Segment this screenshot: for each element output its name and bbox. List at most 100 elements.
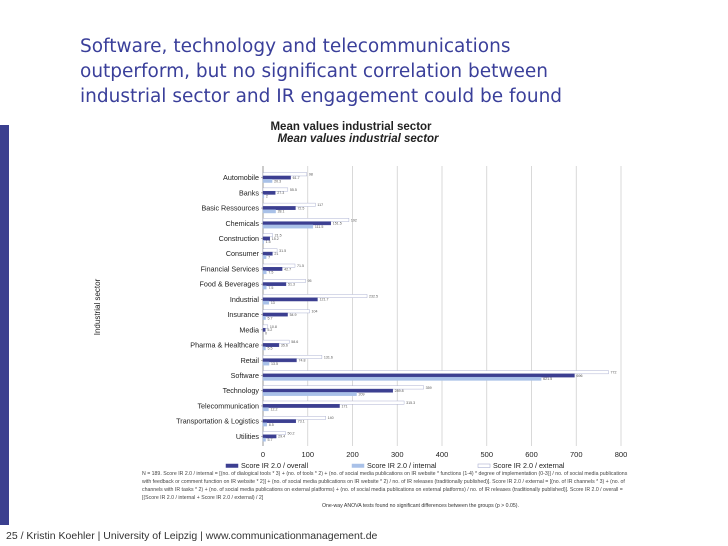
bar-s0-15	[262, 404, 340, 408]
data-label-s0-6: 42.7	[284, 267, 291, 271]
category-label-6: Financial Services	[201, 264, 260, 273]
chart-footnote: N = 189. Score IR 2.0 / internal = [(no.…	[142, 471, 628, 501]
bar-s1-9	[262, 316, 266, 320]
bar-s1-5	[262, 255, 267, 259]
data-label-s2-9: 104	[312, 310, 318, 314]
slide-footer: 25 / Kristin Koehler | University of Lei…	[6, 530, 378, 542]
bar-s0-14	[262, 388, 393, 393]
bar-s1-17	[262, 437, 266, 442]
chart-title: Mean values industrial sector	[270, 121, 432, 133]
data-label-s2-11: 58.6	[291, 340, 298, 344]
data-label-s1-3: 111.5	[315, 225, 323, 229]
category-label-15: Telecommunication	[197, 401, 259, 410]
bar-s1-1	[262, 194, 265, 198]
x-tick-label-600: 600	[525, 450, 538, 459]
data-label-s1-2: 28.1	[278, 210, 285, 214]
x-tick-label-500: 500	[480, 450, 493, 459]
data-label-s1-5: 7	[268, 255, 270, 259]
data-label-s0-11: 35.6	[281, 343, 288, 347]
bar-s1-4	[262, 239, 264, 244]
title-line-3: industrial sector and IR engagement coul…	[80, 86, 563, 107]
bar-s1-16	[262, 422, 268, 427]
data-label-s2-10: 10.8	[270, 325, 277, 329]
category-label-11: Pharma & Healthcare	[190, 341, 259, 350]
data-label-s1-12: 13.5	[271, 362, 278, 366]
data-label-s0-13: 696	[576, 374, 582, 378]
data-label-s1-13: 621.5	[543, 377, 552, 381]
data-label-s0-4: 15.2	[272, 237, 279, 241]
category-label-16: Transportation & Logistics	[176, 417, 259, 426]
category-label-10: Media	[239, 325, 259, 334]
bar-s1-13	[262, 376, 542, 381]
bar-s0-16	[262, 419, 296, 424]
bar-s1-11	[262, 346, 266, 351]
data-label-s1-9: 5.7	[268, 316, 273, 320]
bar-s0-17	[262, 434, 277, 439]
data-label-s1-8: 13	[271, 301, 275, 305]
category-label-12: Retail	[241, 356, 260, 365]
data-label-s1-17: 5.7	[268, 438, 273, 442]
category-label-17: Utilities	[236, 432, 260, 441]
data-label-s0-10: 5.2	[267, 328, 272, 332]
bar-s0-12	[262, 358, 297, 363]
data-label-s2-16: 140	[328, 416, 334, 420]
data-label-s1-6: 7.5	[268, 271, 273, 275]
data-label-s1-10: 0	[265, 331, 267, 335]
data-label-s0-14: 289.8	[395, 389, 404, 393]
data-label-s0-12: 74.8	[298, 359, 305, 363]
data-label-s0-17: 29.4	[278, 435, 285, 439]
data-label-s2-2: 117	[317, 203, 323, 207]
category-label-3: Chemicals	[225, 219, 259, 228]
bar-s1-7	[262, 285, 267, 290]
category-label-14: Technology	[223, 386, 260, 395]
bar-s0-10	[262, 327, 266, 332]
x-tick-label-300: 300	[391, 450, 404, 459]
data-label-s2-7: 95	[308, 279, 312, 283]
data-label-s2-3: 192	[351, 218, 357, 222]
legend-swatch-2	[477, 463, 491, 468]
data-label-s0-1: 27.3	[277, 191, 284, 195]
data-label-s2-4: 21.5	[275, 234, 282, 238]
data-label-s0-15: 171	[342, 404, 348, 408]
legend-swatch-1	[351, 463, 365, 468]
data-label-s2-17: 50.2	[287, 431, 294, 435]
bar-s0-8	[262, 297, 318, 302]
bar-s1-3	[262, 224, 314, 229]
data-label-s0-8: 121.7	[319, 298, 328, 302]
bar-s2-7	[262, 279, 306, 283]
bar-s2-0	[262, 172, 308, 177]
chart-title-italic: Mean values industrial sector	[277, 133, 439, 145]
data-label-s2-1: 55.5	[290, 188, 297, 192]
data-label-s0-16: 73.1	[298, 420, 305, 424]
bar-s1-0	[262, 179, 273, 183]
x-tick-label-100: 100	[301, 450, 314, 459]
data-label-s0-7: 51.3	[288, 283, 295, 287]
data-label-s0-5: 21	[274, 252, 278, 256]
bar-s0-7	[262, 282, 287, 287]
category-label-0: Automobile	[223, 173, 259, 182]
bar-s2-2	[262, 202, 316, 207]
bar-s2-8	[262, 294, 368, 298]
category-label-5: Consumer	[226, 249, 260, 258]
bar-s1-6	[262, 270, 267, 275]
x-tick-label-0: 0	[261, 450, 265, 459]
bar-s0-2	[262, 206, 296, 210]
data-label-s1-1: 2	[266, 194, 268, 198]
title-line-2: outperform, but no significant correlati…	[80, 61, 549, 82]
data-label-s2-6: 71.5	[297, 264, 304, 268]
bar-s0-11	[262, 343, 280, 347]
bar-s1-8	[262, 300, 270, 305]
bar-s1-2	[262, 209, 276, 214]
x-tick-label-400: 400	[436, 450, 449, 459]
category-label-9: Insurance	[227, 310, 259, 319]
bar-s0-5	[262, 251, 273, 256]
category-label-1: Banks	[239, 188, 259, 197]
bar-s2-15	[262, 400, 405, 405]
category-label-8: Industrial	[230, 295, 260, 304]
category-label-7: Food & Beverages	[199, 280, 259, 289]
x-tick-label-200: 200	[346, 450, 359, 459]
data-label-s1-16: 8.5	[269, 423, 274, 427]
bar-s2-1	[262, 187, 289, 192]
data-label-s1-7: 7.5	[268, 286, 273, 290]
legend-label-2: Score IR 2.0 / external	[493, 461, 565, 470]
